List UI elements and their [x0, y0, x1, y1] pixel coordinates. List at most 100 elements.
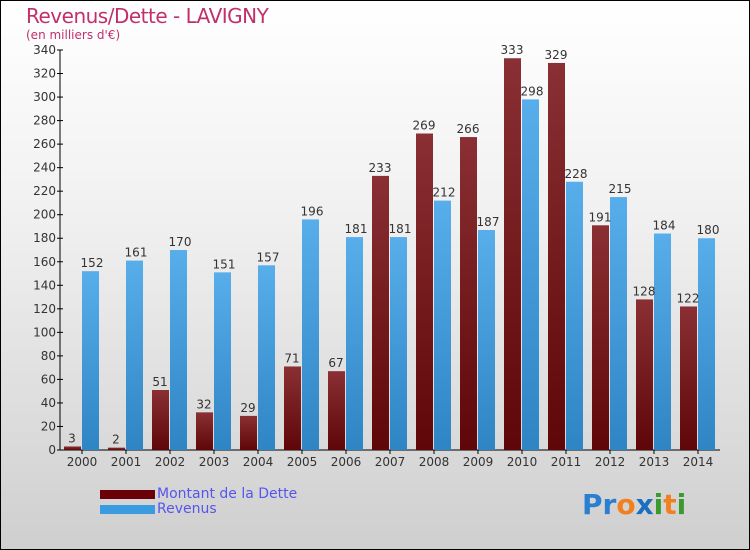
- bar-dette: [460, 137, 477, 450]
- y-tick-label: 320: [33, 67, 56, 81]
- bar-dette: [152, 390, 169, 450]
- bar-revenus: [698, 238, 715, 450]
- bar-revenus: [170, 250, 187, 450]
- bar-dette: [196, 412, 213, 450]
- x-tick-label: 2000: [67, 455, 98, 469]
- x-tick-label: 2013: [639, 455, 670, 469]
- data-label-revenus: 181: [345, 222, 368, 236]
- x-tick-label: 2004: [243, 455, 274, 469]
- data-label-revenus: 151: [213, 257, 236, 271]
- legend-item-revenus: Revenus: [100, 502, 297, 517]
- y-tick-label: 40: [41, 396, 56, 410]
- data-label-revenus: 187: [477, 215, 500, 229]
- data-label-dette: 269: [413, 119, 436, 133]
- bar-dette: [240, 415, 257, 450]
- x-tick-label: 2006: [331, 455, 362, 469]
- y-tick-label: 80: [41, 349, 56, 363]
- y-tick-label: 260: [33, 137, 56, 151]
- bar-revenus: [302, 219, 319, 450]
- data-label-dette: 128: [633, 284, 656, 298]
- bar-dette: [636, 299, 653, 450]
- y-tick-label: 340: [33, 43, 56, 57]
- bar-revenus: [478, 230, 495, 450]
- data-label-revenus: 157: [257, 250, 280, 264]
- bar-dette: [592, 225, 609, 450]
- data-label-dette: 51: [152, 375, 167, 389]
- bar-revenus: [566, 181, 583, 450]
- x-tick-label: 2014: [683, 455, 714, 469]
- data-label-revenus: 228: [565, 167, 588, 181]
- data-label-revenus: 298: [521, 84, 544, 98]
- x-tick-label: 2012: [595, 455, 626, 469]
- data-label-revenus: 152: [81, 256, 104, 270]
- bar-revenus: [214, 272, 231, 450]
- bar-dette: [548, 62, 565, 451]
- chart-subtitle: (en milliers d'€): [26, 28, 121, 42]
- bar-dette: [64, 446, 81, 450]
- bar-revenus: [126, 260, 143, 450]
- data-label-revenus: 212: [433, 186, 456, 200]
- bar-revenus: [390, 237, 407, 450]
- chart-title: Revenus/Dette - LAVIGNY: [26, 4, 269, 28]
- legend-label: Revenus: [157, 501, 217, 517]
- data-label-dette: 32: [196, 397, 211, 411]
- x-tick-label: 2005: [287, 455, 318, 469]
- x-tick-label: 2010: [507, 455, 538, 469]
- bar-revenus: [610, 197, 627, 450]
- data-label-revenus: 161: [125, 246, 148, 260]
- data-label-revenus: 181: [389, 222, 412, 236]
- x-tick-label: 2001: [111, 455, 142, 469]
- bar-dette: [504, 58, 521, 451]
- bar-dette: [372, 175, 389, 450]
- y-tick-label: 280: [33, 114, 56, 128]
- bar-dette: [108, 447, 125, 450]
- bar-revenus: [82, 271, 99, 450]
- data-label-revenus: 170: [169, 235, 192, 249]
- proxiti-logo: Proxiti: [582, 488, 687, 521]
- data-label-dette: 191: [589, 210, 612, 224]
- bar-revenus: [346, 237, 363, 450]
- legend-swatch: [100, 490, 155, 499]
- bar-dette: [680, 306, 697, 450]
- data-label-dette: 2: [112, 433, 120, 447]
- x-tick-label: 2003: [199, 455, 230, 469]
- y-tick-label: 200: [33, 208, 56, 222]
- legend: Montant de la Dette Revenus: [100, 487, 297, 517]
- legend-item-dette: Montant de la Dette: [100, 487, 297, 502]
- y-tick-label: 160: [33, 255, 56, 269]
- data-label-dette: 233: [369, 161, 392, 175]
- data-label-dette: 266: [457, 122, 480, 136]
- data-label-dette: 329: [545, 48, 568, 62]
- bar-dette: [328, 371, 345, 450]
- y-tick-label: 220: [33, 184, 56, 198]
- x-tick-label: 2009: [463, 455, 494, 469]
- x-tick-label: 2008: [419, 455, 450, 469]
- bar-dette: [284, 366, 301, 450]
- y-tick-label: 20: [41, 419, 56, 433]
- data-label-revenus: 184: [653, 219, 676, 233]
- bar-revenus: [522, 99, 539, 450]
- data-label-dette: 122: [677, 291, 700, 305]
- legend-swatch: [100, 505, 155, 514]
- bar-dette: [416, 133, 433, 450]
- y-tick-label: 180: [33, 231, 56, 245]
- bar-revenus: [434, 200, 451, 450]
- bar-revenus: [258, 265, 275, 450]
- x-tick-label: 2002: [155, 455, 186, 469]
- data-label-dette: 67: [328, 356, 343, 370]
- legend-label: Montant de la Dette: [157, 486, 298, 502]
- data-label-dette: 29: [240, 401, 255, 415]
- x-tick-label: 2007: [375, 455, 406, 469]
- data-label-revenus: 215: [609, 182, 632, 196]
- y-tick-label: 300: [33, 90, 56, 104]
- y-tick-label: 0: [48, 443, 56, 457]
- data-label-dette: 3: [68, 431, 76, 445]
- x-tick-label: 2011: [551, 455, 582, 469]
- data-label-revenus: 196: [301, 204, 324, 218]
- data-label-dette: 333: [501, 43, 524, 57]
- y-tick-label: 240: [33, 161, 56, 175]
- bar-revenus: [654, 233, 671, 450]
- y-tick-label: 100: [33, 325, 56, 339]
- y-tick-label: 120: [33, 302, 56, 316]
